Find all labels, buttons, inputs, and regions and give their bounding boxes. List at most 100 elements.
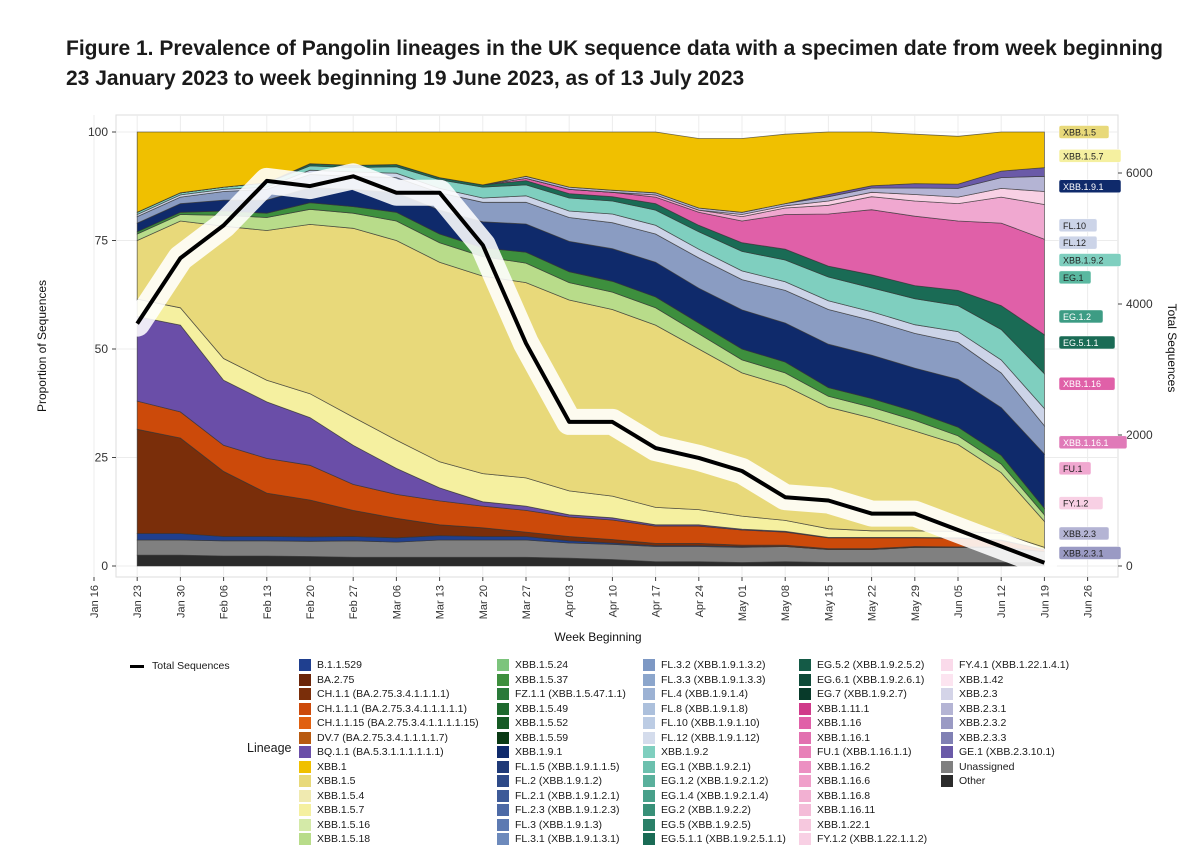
lineage-tag: FU.1 [1058, 461, 1092, 476]
legend-label: XBB.1.16.6 [817, 775, 871, 787]
x-tick-label: Apr 17 [651, 585, 663, 617]
legend-label: B.1.1.529 [317, 659, 362, 671]
legend-swatch [299, 746, 311, 758]
legend-label: FL.2 (XBB.1.9.1.2) [515, 775, 602, 787]
legend-swatch [941, 702, 953, 715]
y2-tick-label: 4000 [1126, 297, 1153, 311]
legend-swatch [643, 688, 655, 700]
legend-label: XBB.1.22.1 [817, 818, 871, 831]
legend-item: XBB.1.5.4 [299, 789, 364, 803]
lineage-tag-label: EG.5.1.1 [1063, 338, 1099, 348]
legend-item: FL.4 (XBB.1.9.1.4) [643, 687, 748, 701]
legend-label: XBB.1.9.2 [661, 746, 709, 758]
legend-item: XBB.2.3.3 [941, 731, 1006, 745]
legend-item: EG.5.2 (XBB.1.9.2.5.2) [799, 658, 924, 672]
legend-label: FL.1.5 (XBB.1.9.1.1.5) [515, 760, 620, 773]
legend-label: XBB.1.9.1 [515, 746, 563, 758]
x-tick-label: Mar 06 [391, 585, 403, 619]
lineage-tag: XBB.1.9.2 [1058, 253, 1122, 267]
legend-label: FL.10 (XBB.1.9.1.10) [661, 717, 760, 729]
lineage-tag-label: XBB.1.16 [1063, 379, 1101, 389]
x-tick-label: Feb 20 [305, 585, 317, 619]
lineage-tag-label: EG.1.2 [1063, 312, 1091, 322]
legend-label: FL.12 (XBB.1.9.1.12) [661, 731, 760, 744]
legend-label: Total Sequences [152, 660, 230, 672]
legend-swatch [299, 731, 311, 744]
legend-item: EG.6.1 (XBB.1.9.2.6.1) [799, 673, 924, 687]
y2-axis-label: Total Sequences [1165, 304, 1179, 393]
legend-label: FL.3.1 (XBB.1.9.1.3.1) [515, 833, 620, 845]
legend-swatch [299, 702, 311, 715]
legend-swatch [643, 833, 655, 845]
legend-item: XBB.1.16 [799, 716, 861, 730]
legend-item: FZ.1.1 (XBB.1.5.47.1.1) [497, 687, 626, 701]
legend-item: XBB.1.16.6 [799, 774, 870, 788]
legend-label: XBB.1.5.18 [317, 833, 371, 845]
legend-label: DV.7 (BA.2.75.3.4.1.1.1.1.7) [317, 731, 448, 744]
legend-label: XBB.1.5.37 [515, 673, 569, 686]
legend-item: XBB.1.5.52 [497, 716, 568, 730]
y-tick-label: 75 [95, 234, 109, 248]
lineage-tag-label: XBB.1.5 [1063, 128, 1096, 138]
legend-swatch [799, 702, 811, 715]
legend-label: EG.5.1.1 (XBB.1.9.2.5.1.1) [661, 833, 786, 845]
legend-label: XBB.1.5 [317, 775, 356, 787]
legend-swatch [799, 688, 811, 700]
legend-label: FL.3.2 (XBB.1.9.1.3.2) [661, 659, 766, 671]
legend-label: EG.2 (XBB.1.9.2.2) [661, 804, 751, 816]
legend-swatch [497, 804, 509, 816]
legend-label: XBB.2.3.3 [959, 731, 1007, 744]
lineage-tag-label: XBB.1.16.1 [1063, 438, 1109, 448]
legend-item: FL.3.2 (XBB.1.9.1.3.2) [643, 658, 765, 672]
lineage-tag: EG.1 [1058, 270, 1092, 285]
legend-item: XBB.1.22.1 [799, 818, 870, 832]
lineage-tag-label: FY.1.2 [1063, 499, 1088, 509]
x-tick-label: Jun 05 [953, 585, 965, 618]
lineage-tag-label: FU.1 [1063, 464, 1083, 474]
legend-swatch [643, 659, 655, 671]
legend-label: XBB.1.5.52 [515, 717, 569, 729]
legend-item: FY.1.2 (XBB.1.22.1.1.2) [799, 832, 927, 846]
x-tick-label: Mar 27 [521, 585, 533, 619]
legend-label: XBB.1.5.59 [515, 731, 569, 744]
legend-swatch [299, 717, 311, 729]
legend-item: FY.4.1 (XBB.1.22.1.4.1) [941, 658, 1069, 672]
legend-item: XBB.2.3.2 [941, 716, 1006, 730]
x-tick-label: Jun 19 [1039, 585, 1051, 618]
legend-label: CH.1.1.15 (BA.2.75.3.4.1.1.1.1.15) [317, 717, 479, 729]
legend-swatch [497, 833, 509, 845]
legend-swatch [941, 731, 953, 744]
legend-swatch [941, 775, 953, 787]
x-tick-label: Mar 20 [478, 585, 490, 619]
legend-label: FL.3.3 (XBB.1.9.1.3.3) [661, 673, 766, 686]
legend-swatch [799, 731, 811, 744]
legend-swatch [497, 760, 509, 773]
lineage-tag-label: XBB.2.3 [1063, 529, 1096, 539]
legend-swatch [799, 804, 811, 816]
lineage-tag: XBB.1.16.1 [1058, 435, 1128, 450]
area-series: XBB.1 [136, 131, 1045, 213]
legend-swatch [299, 673, 311, 686]
lineage-tag: XBB.1.16 [1058, 376, 1116, 391]
legend-item: FL.2.1 (XBB.1.9.1.2.1) [497, 789, 619, 803]
legend-item: FL.2 (XBB.1.9.1.2) [497, 774, 602, 788]
y-tick-label: 25 [95, 451, 109, 465]
x-tick-label: May 22 [867, 585, 879, 621]
legend-item: FL.3.3 (XBB.1.9.1.3.3) [643, 673, 765, 687]
x-tick-label: Jan 23 [132, 585, 144, 618]
x-tick-label: Jan 16 [89, 585, 101, 618]
legend-item: XBB.1.5.18 [299, 832, 370, 846]
legend-swatch [941, 760, 953, 773]
x-tick-label: Jan 30 [175, 585, 187, 618]
lineage-tag: XBB.1.9.1 [1058, 179, 1122, 193]
legend-item: Unassigned [941, 760, 1014, 774]
legend-item: FL.2.3 (XBB.1.9.1.2.3) [497, 803, 619, 817]
legend-item: CH.1.1.15 (BA.2.75.3.4.1.1.1.1.15) [299, 716, 479, 730]
legend-swatch [497, 659, 509, 671]
lineage-tag: XBB.1.5.7 [1058, 149, 1122, 163]
x-axis-label: Week Beginning [554, 630, 641, 644]
lineage-tag: FL.12 [1058, 235, 1098, 250]
legend-item: XBB.1.9.1 [497, 745, 562, 759]
x-tick-label: Jun 26 [1083, 585, 1095, 618]
